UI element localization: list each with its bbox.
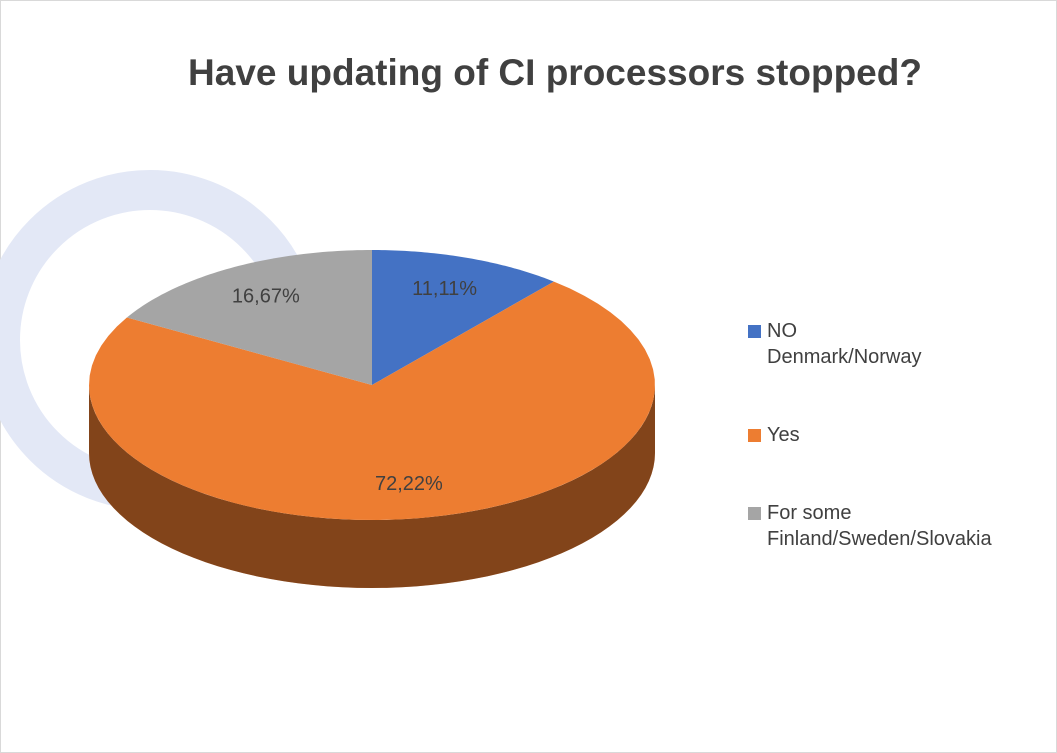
slice [126, 250, 372, 385]
legend-swatch [748, 507, 761, 520]
data-label: 11,11% [412, 278, 477, 300]
slice [372, 250, 554, 385]
slice-side-shade [89, 385, 655, 588]
data-label: 16,67% [232, 286, 300, 308]
legend-item: Yes [748, 422, 1048, 448]
legend-label: Yes [767, 424, 800, 446]
legend-item: For some Finland/Sweden/Slovakia [748, 500, 1048, 552]
legend-label: NO Denmark/Norway [767, 320, 922, 368]
legend-swatch [748, 429, 761, 442]
legend: NO Denmark/Norway Yes For some Finland/Swe… [748, 318, 1048, 604]
slice-side [89, 385, 655, 588]
legend-label: For some Finland/Sweden/Slovakia [767, 502, 992, 550]
legend-swatch [748, 325, 761, 338]
legend-item: NO Denmark/Norway [748, 318, 1048, 370]
chart-title: Have updating of CI processors stopped? [188, 52, 922, 93]
slice [89, 281, 655, 520]
data-label: 72,22% [375, 473, 443, 495]
